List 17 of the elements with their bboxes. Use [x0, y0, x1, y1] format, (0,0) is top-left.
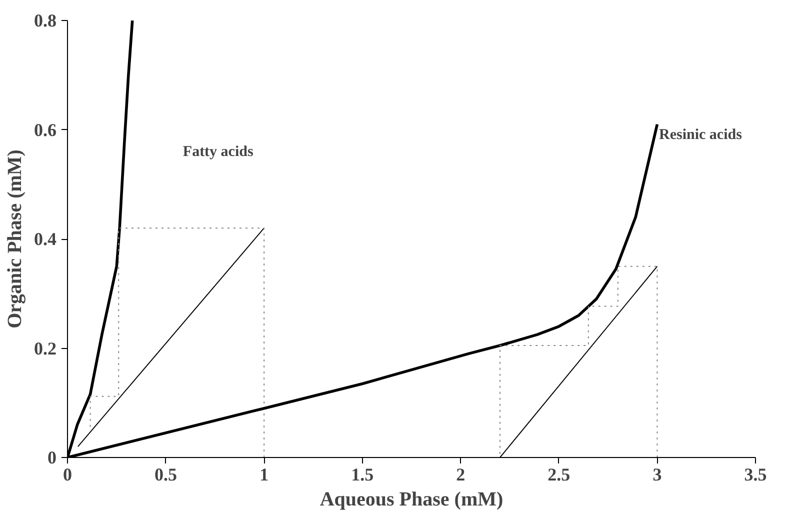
y-tick-label: 0.2: [34, 338, 56, 358]
x-tick-label: 0: [63, 464, 72, 484]
x-tick-label: 1.5: [351, 464, 374, 484]
x-axis-title: Aqueous Phase (mM): [320, 488, 504, 510]
annotation: Resinic acids: [659, 127, 742, 143]
y-tick-label: 0: [48, 448, 56, 468]
x-tick-label: 3.5: [744, 464, 767, 484]
x-tick-label: 1: [260, 464, 269, 484]
y-tick-label: 0.4: [34, 229, 56, 249]
x-tick-label: 2: [456, 464, 466, 484]
x-tick-label: 3: [652, 464, 662, 484]
y-tick-label: 0.6: [34, 120, 56, 140]
y-tick-label: 0.8: [34, 10, 56, 30]
annotation: Fatty acids: [182, 144, 254, 160]
x-tick-label: 2.5: [548, 464, 570, 484]
y-axis-title: Organic Phase (mM): [4, 150, 26, 328]
x-tick-label: 0.5: [154, 464, 178, 484]
